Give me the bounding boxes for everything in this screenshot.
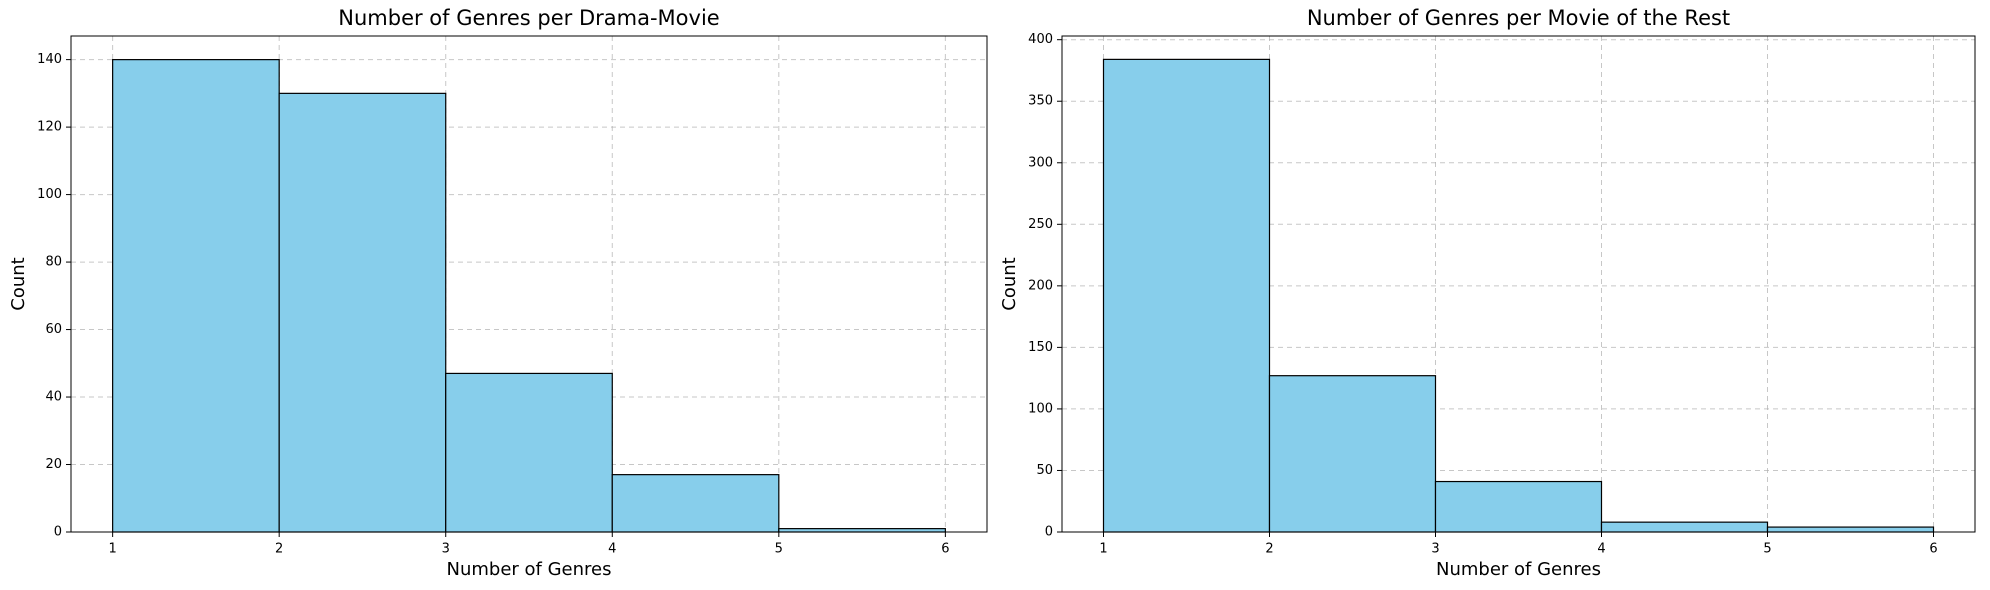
bar <box>278 92 447 533</box>
bar <box>778 528 946 533</box>
bar <box>1766 526 1935 533</box>
x-axis-label: Number of Genres <box>1436 559 1601 580</box>
y-tick-label: 250 <box>1028 217 1053 232</box>
y-axis-label: Count <box>999 257 1020 310</box>
axes-frame <box>70 35 988 533</box>
bar <box>112 59 280 533</box>
y-tick-label: 100 <box>1028 401 1053 416</box>
x-tick-label: 4 <box>1597 542 1605 557</box>
x-tick-label: 2 <box>1265 542 1273 557</box>
y-tick-label: 140 <box>37 52 62 67</box>
y-tick-label: 0 <box>54 525 62 540</box>
bar <box>1600 521 1769 533</box>
y-tick-label: 150 <box>1028 340 1053 355</box>
y-tick-label: 0 <box>1045 525 1053 540</box>
y-tick-label: 80 <box>45 255 62 270</box>
x-tick-label: 5 <box>775 542 783 557</box>
x-tick-label: 3 <box>442 542 450 557</box>
y-tick-label: 60 <box>45 322 62 337</box>
bar <box>1434 480 1603 533</box>
x-tick-label: 5 <box>1763 542 1771 557</box>
bar <box>445 372 613 533</box>
x-tick-label: 6 <box>941 542 949 557</box>
x-tick-label: 4 <box>608 542 616 557</box>
y-axis-label: Count <box>8 257 29 310</box>
y-tick-label: 300 <box>1028 155 1053 170</box>
y-tick-label: 200 <box>1028 278 1053 293</box>
x-tick-label: 3 <box>1431 542 1439 557</box>
y-tick-label: 100 <box>37 187 62 202</box>
y-tick-label: 120 <box>37 120 62 135</box>
y-tick-label: 350 <box>1028 94 1053 109</box>
x-tick-label: 1 <box>108 542 116 557</box>
y-tick-label: 50 <box>1036 463 1053 478</box>
subplot: 0 50 100 150 200 250 300 350 400 1 2 3 4 5 6 Number of … <box>999 6 1976 580</box>
chart-title: Number of Genres per Movie of the Rest <box>1307 6 1730 30</box>
y-tick-label: 20 <box>45 457 62 472</box>
bar <box>1268 375 1437 533</box>
axes-frame <box>1061 35 1976 533</box>
x-tick-label: 6 <box>1929 542 1937 557</box>
subplot: 0 20 40 60 80 100 120 140 1 2 3 4 5 6 Number of Genres… <box>8 6 988 580</box>
x-tick-label: 2 <box>275 542 283 557</box>
chart-title: Number of Genres per Drama-Movie <box>338 6 719 30</box>
y-tick-label: 40 <box>45 390 62 405</box>
bar <box>611 474 780 533</box>
bar <box>1102 58 1271 533</box>
x-axis-label: Number of Genres <box>447 559 612 580</box>
x-tick-label: 1 <box>1099 542 1107 557</box>
y-tick-label: 400 <box>1028 32 1053 47</box>
